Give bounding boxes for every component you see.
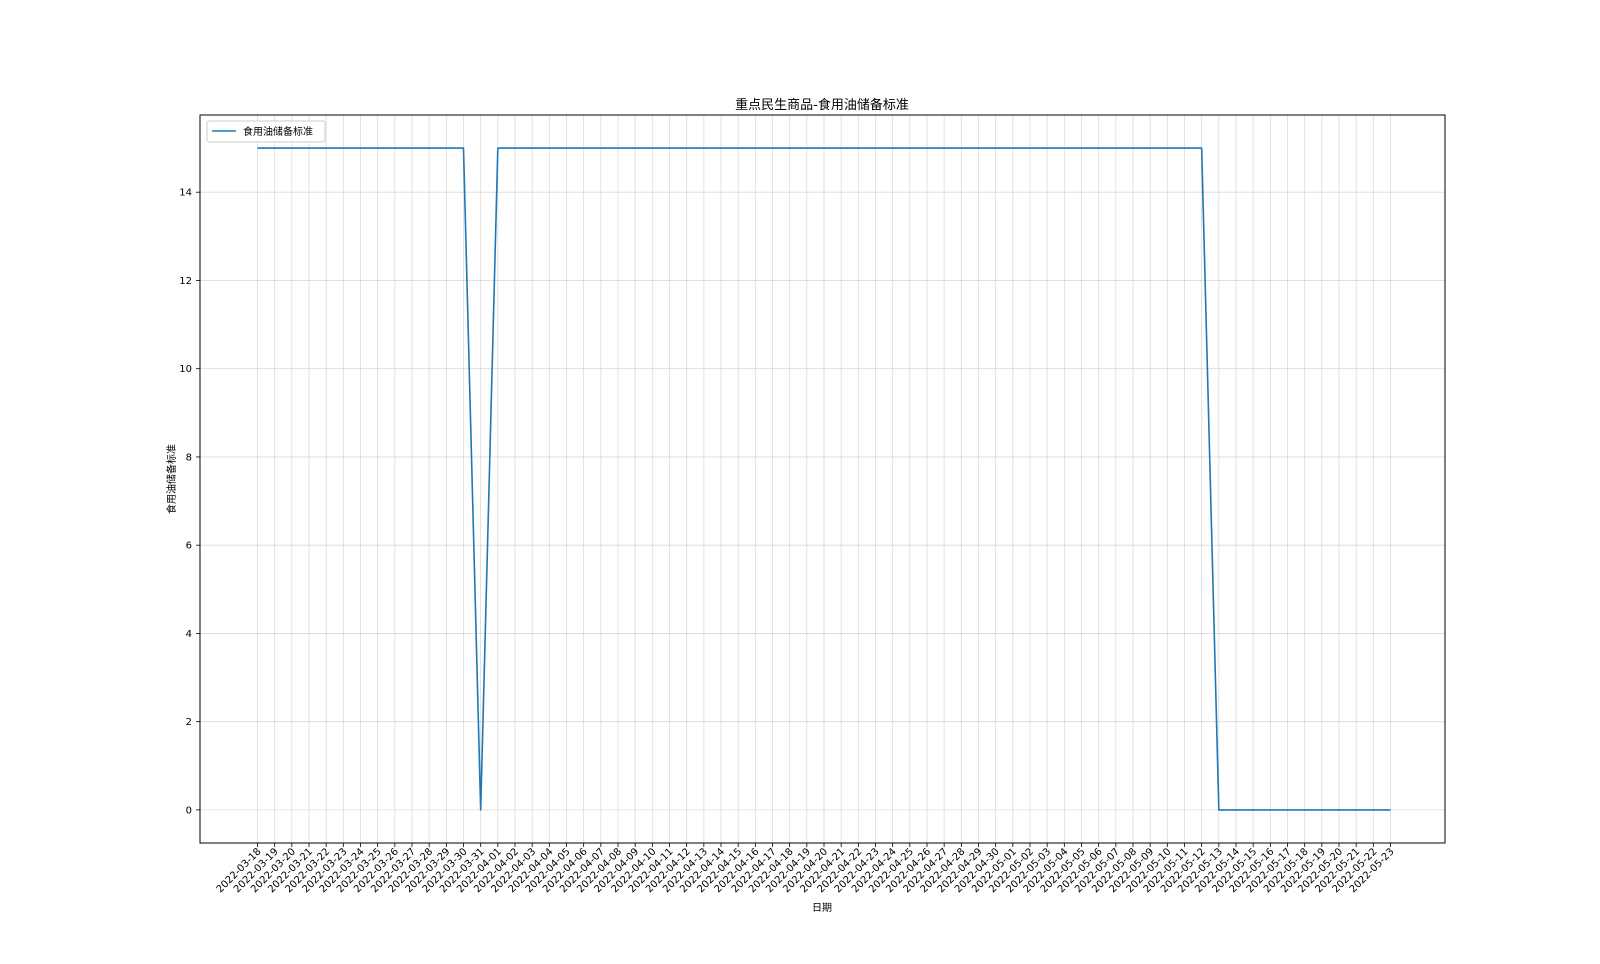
plot-frame (199, 114, 1446, 844)
grid (200, 115, 1445, 843)
legend: 食用油储备标准 (206, 120, 326, 143)
series-layer (257, 147, 1391, 811)
y-tick-label: 8 (186, 452, 192, 463)
y-tick-label: 0 (186, 805, 192, 816)
x-axis: 2022-03-182022-03-192022-03-202022-03-21… (215, 843, 1397, 895)
y-tick-label: 2 (186, 717, 192, 728)
y-tick-label: 4 (186, 629, 192, 640)
legend-label: 食用油储备标准 (243, 125, 313, 138)
y-tick-label: 10 (179, 364, 192, 375)
y-tick-label: 14 (179, 188, 192, 199)
chart-title: 重点民生商品-食用油储备标准 (735, 97, 909, 113)
x-axis-label: 日期 (812, 902, 832, 914)
legend-box (206, 120, 326, 143)
y-tick-label: 12 (179, 276, 192, 287)
series-line (257, 147, 1391, 811)
y-axis-label: 食用油储备标准 (165, 444, 178, 514)
y-axis: 0 2 4 6 8 10 12 14 (179, 188, 200, 816)
y-tick-label: 6 (186, 541, 192, 552)
